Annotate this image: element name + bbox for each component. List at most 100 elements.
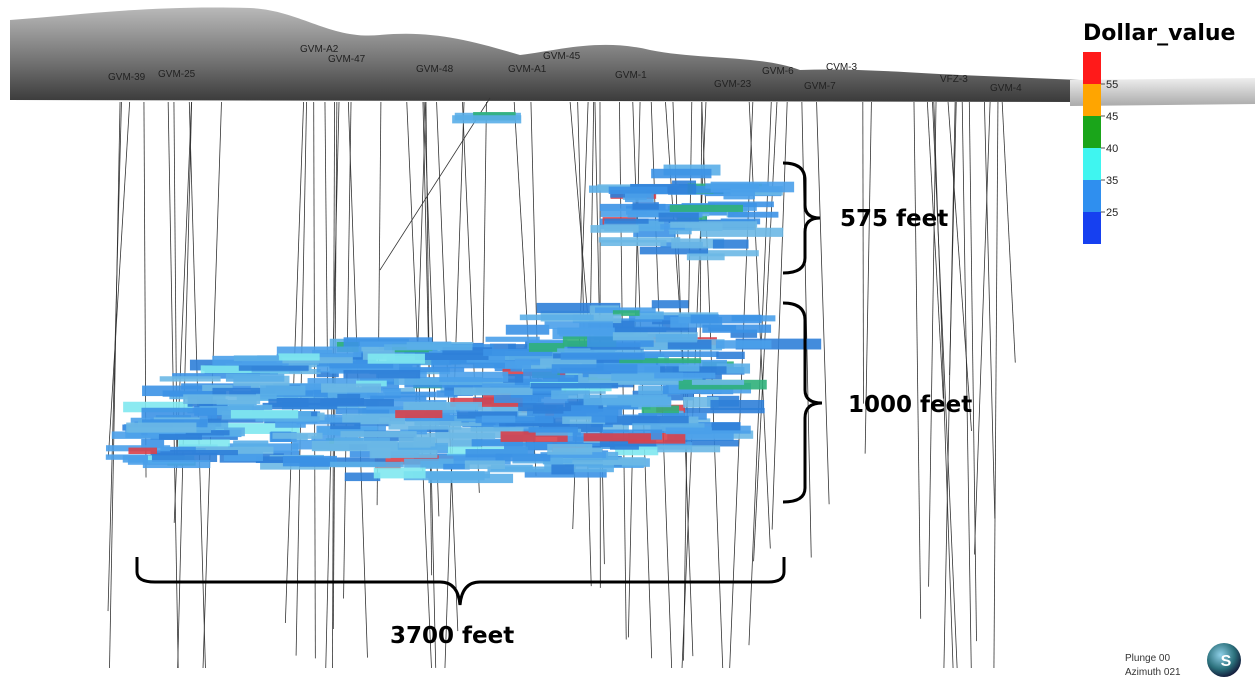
block xyxy=(700,227,784,237)
block xyxy=(544,461,614,473)
block xyxy=(292,439,330,450)
block xyxy=(316,371,339,378)
block xyxy=(536,302,621,314)
block xyxy=(686,253,725,261)
block xyxy=(632,423,705,431)
block xyxy=(275,417,306,428)
block xyxy=(453,387,533,395)
block xyxy=(735,338,822,350)
block xyxy=(542,457,563,465)
block xyxy=(633,226,676,237)
color-swatch xyxy=(1083,148,1101,180)
drill-hole xyxy=(862,101,864,404)
block xyxy=(159,376,221,382)
width-label: 3700 feet xyxy=(390,623,514,649)
block xyxy=(335,408,390,415)
block xyxy=(612,310,640,316)
drill-hole xyxy=(984,101,996,519)
block xyxy=(639,246,709,255)
block xyxy=(370,395,427,402)
block xyxy=(296,414,380,425)
block xyxy=(614,327,697,333)
height-label: 1000 feet xyxy=(848,392,972,418)
height-label: 575 feet xyxy=(840,206,948,232)
block xyxy=(340,431,417,438)
legend-title: Dollar_value xyxy=(1083,21,1235,46)
block xyxy=(514,374,593,386)
bracket-575 xyxy=(782,161,821,275)
block xyxy=(384,367,465,373)
bracket-1000 xyxy=(782,301,823,504)
hole-label: GVM-A2 xyxy=(300,44,339,55)
block xyxy=(587,336,654,347)
block xyxy=(443,463,470,470)
block xyxy=(224,427,245,437)
block xyxy=(347,388,401,399)
block xyxy=(428,473,514,484)
block xyxy=(730,329,758,338)
block xyxy=(532,404,564,414)
mountain-surface xyxy=(10,7,1080,102)
legend: Dollar_value 55 45 40 35 25 xyxy=(1083,21,1235,244)
block xyxy=(462,419,516,427)
block xyxy=(230,410,299,419)
block xyxy=(150,449,238,456)
color-swatch xyxy=(1083,180,1101,212)
block xyxy=(683,408,765,414)
block xyxy=(403,401,483,410)
block xyxy=(528,343,565,352)
block xyxy=(551,364,638,374)
block xyxy=(615,446,659,456)
block xyxy=(489,343,516,351)
color-swatch xyxy=(1083,52,1101,84)
block xyxy=(450,397,523,407)
block xyxy=(172,373,261,379)
block xyxy=(712,239,749,249)
block xyxy=(233,440,269,448)
block xyxy=(688,250,759,257)
block xyxy=(359,341,431,347)
block xyxy=(551,459,629,465)
block xyxy=(178,444,218,450)
block xyxy=(669,204,743,212)
block xyxy=(560,352,645,360)
block xyxy=(664,439,739,447)
block xyxy=(404,458,454,468)
block xyxy=(373,467,426,479)
color-swatch xyxy=(1083,84,1101,116)
block xyxy=(111,431,186,439)
block xyxy=(212,387,276,397)
drill-hole xyxy=(109,101,121,669)
block xyxy=(198,399,228,410)
block xyxy=(273,383,357,395)
block xyxy=(553,408,619,419)
block xyxy=(690,314,762,324)
block xyxy=(552,328,614,340)
block xyxy=(178,439,230,447)
block xyxy=(431,358,518,369)
block xyxy=(276,346,362,358)
block xyxy=(483,348,553,357)
block xyxy=(329,461,404,468)
block xyxy=(470,422,510,432)
block xyxy=(337,393,361,403)
block xyxy=(716,363,751,374)
block xyxy=(612,332,698,341)
block xyxy=(710,399,765,410)
block xyxy=(307,378,394,385)
block xyxy=(640,351,719,357)
hole-label: GVM-A1 xyxy=(508,64,547,75)
block xyxy=(715,340,772,349)
block xyxy=(223,451,263,462)
block xyxy=(457,411,518,419)
block xyxy=(716,351,745,360)
block xyxy=(436,390,458,398)
block xyxy=(505,324,550,335)
drill-hole xyxy=(932,101,958,669)
block xyxy=(199,406,252,415)
block xyxy=(384,344,473,351)
hole-label: CVM-3 xyxy=(826,62,858,73)
block xyxy=(205,446,274,454)
block xyxy=(471,438,523,447)
block xyxy=(572,314,622,324)
